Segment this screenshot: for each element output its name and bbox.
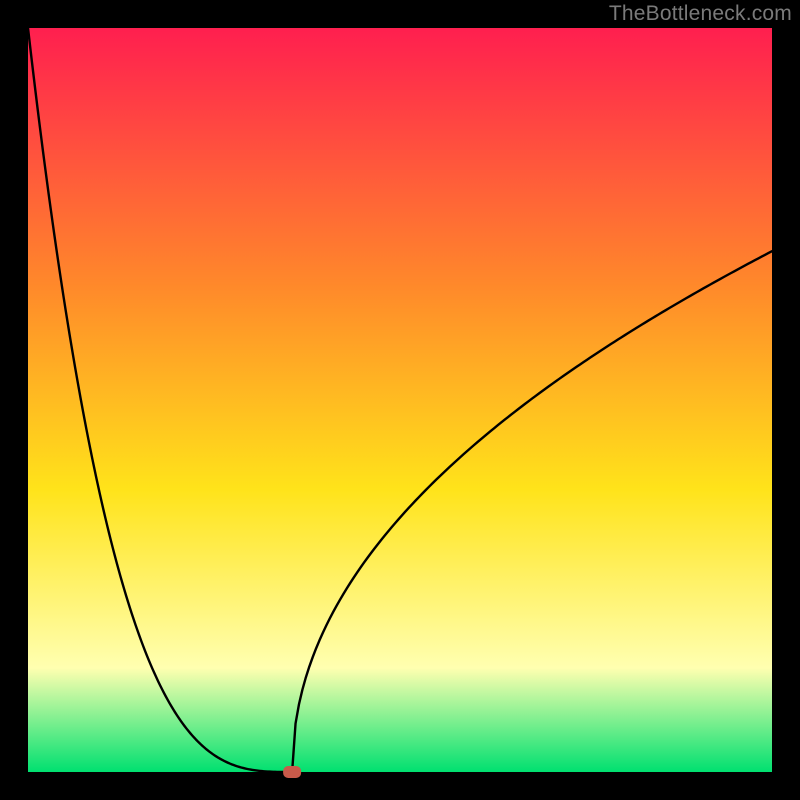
chart-canvas — [0, 0, 800, 800]
watermark-label: TheBottleneck.com — [609, 2, 792, 26]
vertex-marker — [283, 766, 301, 778]
outer-frame: TheBottleneck.com — [0, 0, 800, 800]
plot-background — [28, 28, 772, 772]
